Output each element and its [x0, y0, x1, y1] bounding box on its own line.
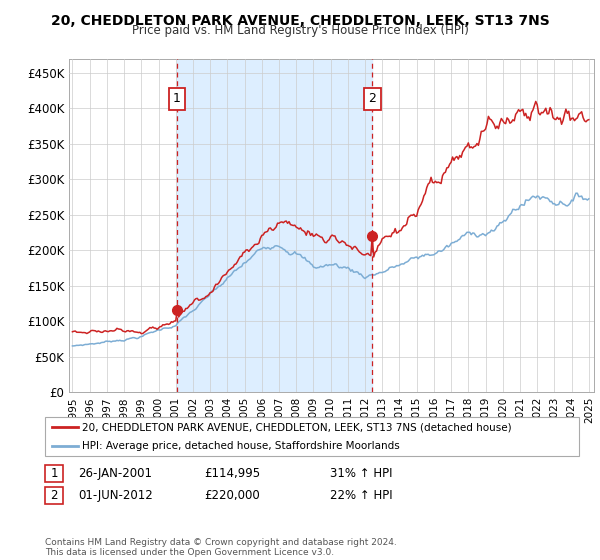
Text: 26-JAN-2001: 26-JAN-2001	[78, 466, 152, 480]
Text: 01-JUN-2012: 01-JUN-2012	[78, 489, 153, 502]
Text: 1: 1	[50, 466, 58, 480]
Text: Contains HM Land Registry data © Crown copyright and database right 2024.
This d: Contains HM Land Registry data © Crown c…	[45, 538, 397, 557]
Bar	[177, 59, 372, 392]
Text: £114,995: £114,995	[204, 466, 260, 480]
Text: 2: 2	[50, 489, 58, 502]
Text: £220,000: £220,000	[204, 489, 260, 502]
Text: Price paid vs. HM Land Registry's House Price Index (HPI): Price paid vs. HM Land Registry's House …	[131, 24, 469, 37]
Text: 31% ↑ HPI: 31% ↑ HPI	[330, 466, 392, 480]
Text: 1: 1	[173, 92, 181, 105]
Text: 2: 2	[368, 92, 376, 105]
Text: 20, CHEDDLETON PARK AVENUE, CHEDDLETON, LEEK, ST13 7NS: 20, CHEDDLETON PARK AVENUE, CHEDDLETON, …	[50, 14, 550, 28]
Text: 22% ↑ HPI: 22% ↑ HPI	[330, 489, 392, 502]
Text: HPI: Average price, detached house, Staffordshire Moorlands: HPI: Average price, detached house, Staf…	[82, 441, 400, 451]
Text: 20, CHEDDLETON PARK AVENUE, CHEDDLETON, LEEK, ST13 7NS (detached house): 20, CHEDDLETON PARK AVENUE, CHEDDLETON, …	[82, 422, 512, 432]
